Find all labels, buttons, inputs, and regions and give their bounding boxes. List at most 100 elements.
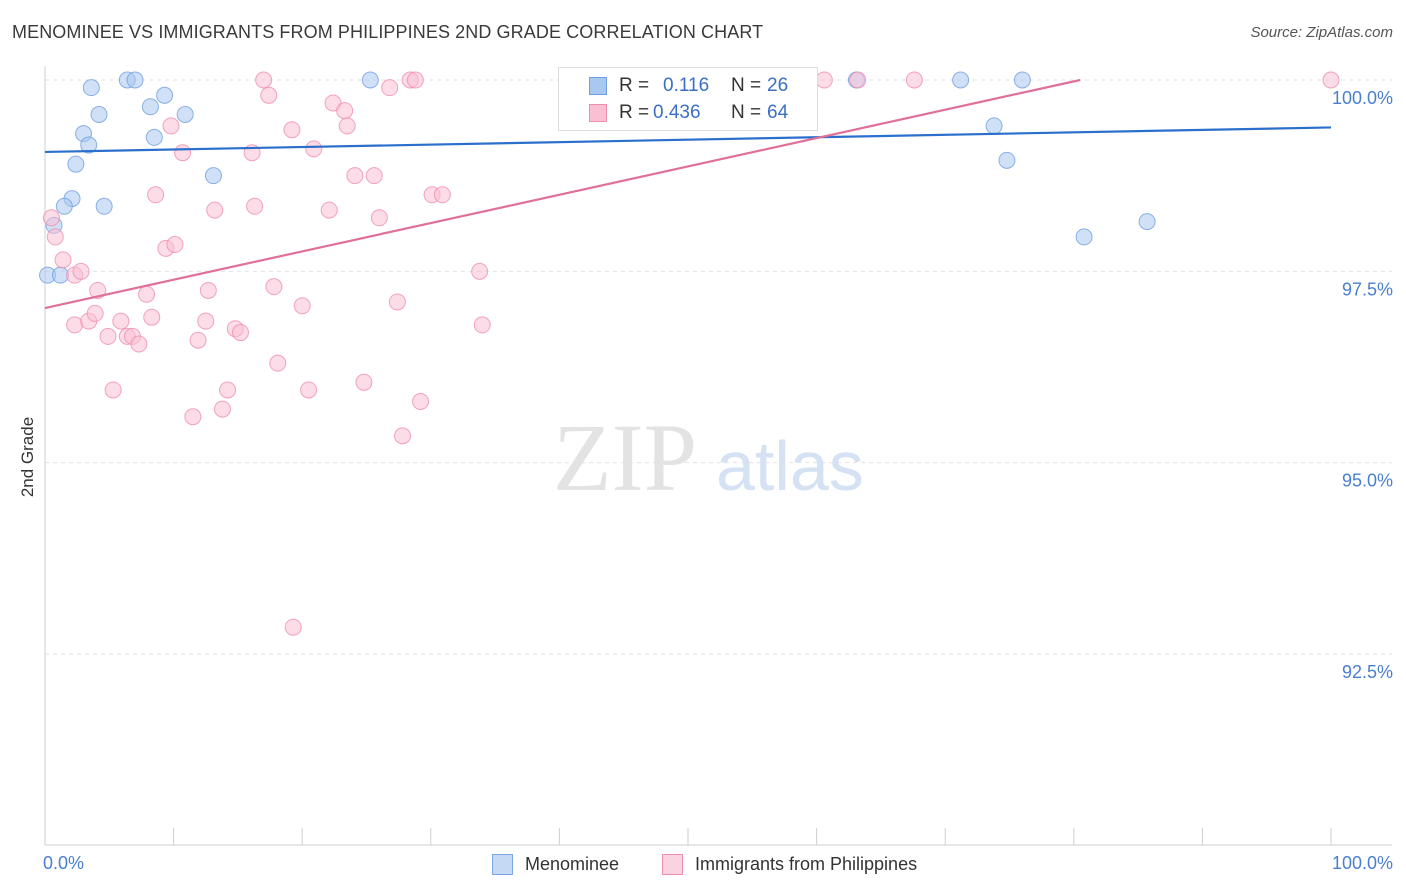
menominee-point [1013,71,1031,89]
philippines-point [284,618,302,636]
menominee-point [82,79,100,97]
menominee-point [55,197,73,215]
tick-labels: 100.0% 97.5% 95.0% 92.5% 0.0% 100.0% [43,88,1393,873]
chart-title: MENOMINEE VS IMMIGRANTS FROM PHILIPPINES… [12,22,764,42]
menominee-point [145,128,163,146]
philippines-point [265,278,283,296]
menominee-trend-line [44,126,1332,154]
philippines-point [174,144,192,162]
r-label: R = [619,102,650,123]
philippines-point [355,373,373,391]
philippines-point [66,316,84,334]
menominee-point [361,71,379,89]
legend-swatch-menominee [492,854,513,875]
menominee-point [176,105,194,123]
menominee-point [156,86,174,104]
y-tick-label: 100.0% [1332,88,1393,108]
menominee-point [1075,228,1093,246]
philippines-point [365,167,383,185]
y-tick-label: 97.5% [1342,279,1393,299]
stats-swatch-menominee [589,77,607,95]
data-points [39,71,1340,636]
philippines-point [206,201,224,219]
philippines-point [905,71,923,89]
philippines-point [433,186,451,204]
philippines-point [162,117,180,135]
philippines-point [406,71,424,89]
philippines-point [1322,71,1340,89]
philippines-point [54,251,72,269]
philippines-point [255,71,273,89]
philippines-point [849,71,867,89]
r-value: 0.436 [653,102,701,123]
menominee-point [67,155,85,173]
r-label: R = [619,75,650,96]
philippines-point [231,324,249,342]
philippines-point [72,262,90,280]
legend-swatch-philippines [662,854,683,875]
philippines-point [112,312,130,330]
philippines-point [394,427,412,445]
y-tick-label: 95.0% [1342,471,1393,491]
philippines-point [471,262,489,280]
philippines-trend-line [44,78,1081,310]
philippines-point [143,308,161,326]
legend-label-menominee: Menominee [525,854,620,874]
philippines-point [370,209,388,227]
philippines-point [293,297,311,315]
philippines-point [320,201,338,219]
philippines-point [283,121,301,139]
axes [44,66,1392,846]
philippines-point [388,293,406,311]
source-credit: Source: ZipAtlas.com [1250,24,1393,41]
philippines-point [213,400,231,418]
philippines-point [189,331,207,349]
n-label: N = [731,75,762,96]
philippines-point [166,236,184,254]
philippines-point [246,197,264,215]
gridlines [45,79,1392,655]
menominee-point [51,266,69,284]
x-tick-label: 0.0% [43,853,84,873]
philippines-point [42,209,60,227]
philippines-point [260,86,278,104]
stats-row-philippines: R = 0.436 N = 64 [559,100,817,126]
philippines-point [86,304,104,322]
stats-row-menominee: R = 0.116 N = 26 [559,73,817,99]
philippines-point [336,102,354,120]
menominee-point [80,136,98,154]
philippines-point [99,327,117,345]
philippines-point [381,79,399,97]
menominee-point [1138,213,1156,231]
menominee-point [141,98,159,116]
x-tick-label: 100.0% [1332,853,1393,873]
menominee-point [90,105,108,123]
watermark: ZIP atlas [553,404,864,511]
menominee-point [952,71,970,89]
r-value: 0.116 [663,75,710,96]
philippines-point [305,140,323,158]
philippines-point [199,281,217,299]
menominee-point [95,197,113,215]
menominee-point [998,151,1016,169]
philippines-point [130,335,148,353]
philippines-point [104,381,122,399]
legend-label-philippines: Immigrants from Philippines [695,854,918,874]
philippines-point [412,392,430,410]
y-tick-label: 92.5% [1342,662,1393,682]
philippines-point [346,167,364,185]
philippines-point [46,228,64,246]
watermark-zip: ZIP [553,404,697,511]
philippines-point [197,312,215,330]
menominee-point [204,167,222,185]
n-value: 64 [767,102,789,123]
philippines-point [219,381,237,399]
philippines-point [300,381,318,399]
philippines-point [147,186,165,204]
legend: Menominee Immigrants from Philippines [0,852,1406,878]
philippines-point [269,354,287,372]
philippines-point [138,285,156,303]
menominee-point [985,117,1003,135]
trend-lines [44,78,1332,310]
